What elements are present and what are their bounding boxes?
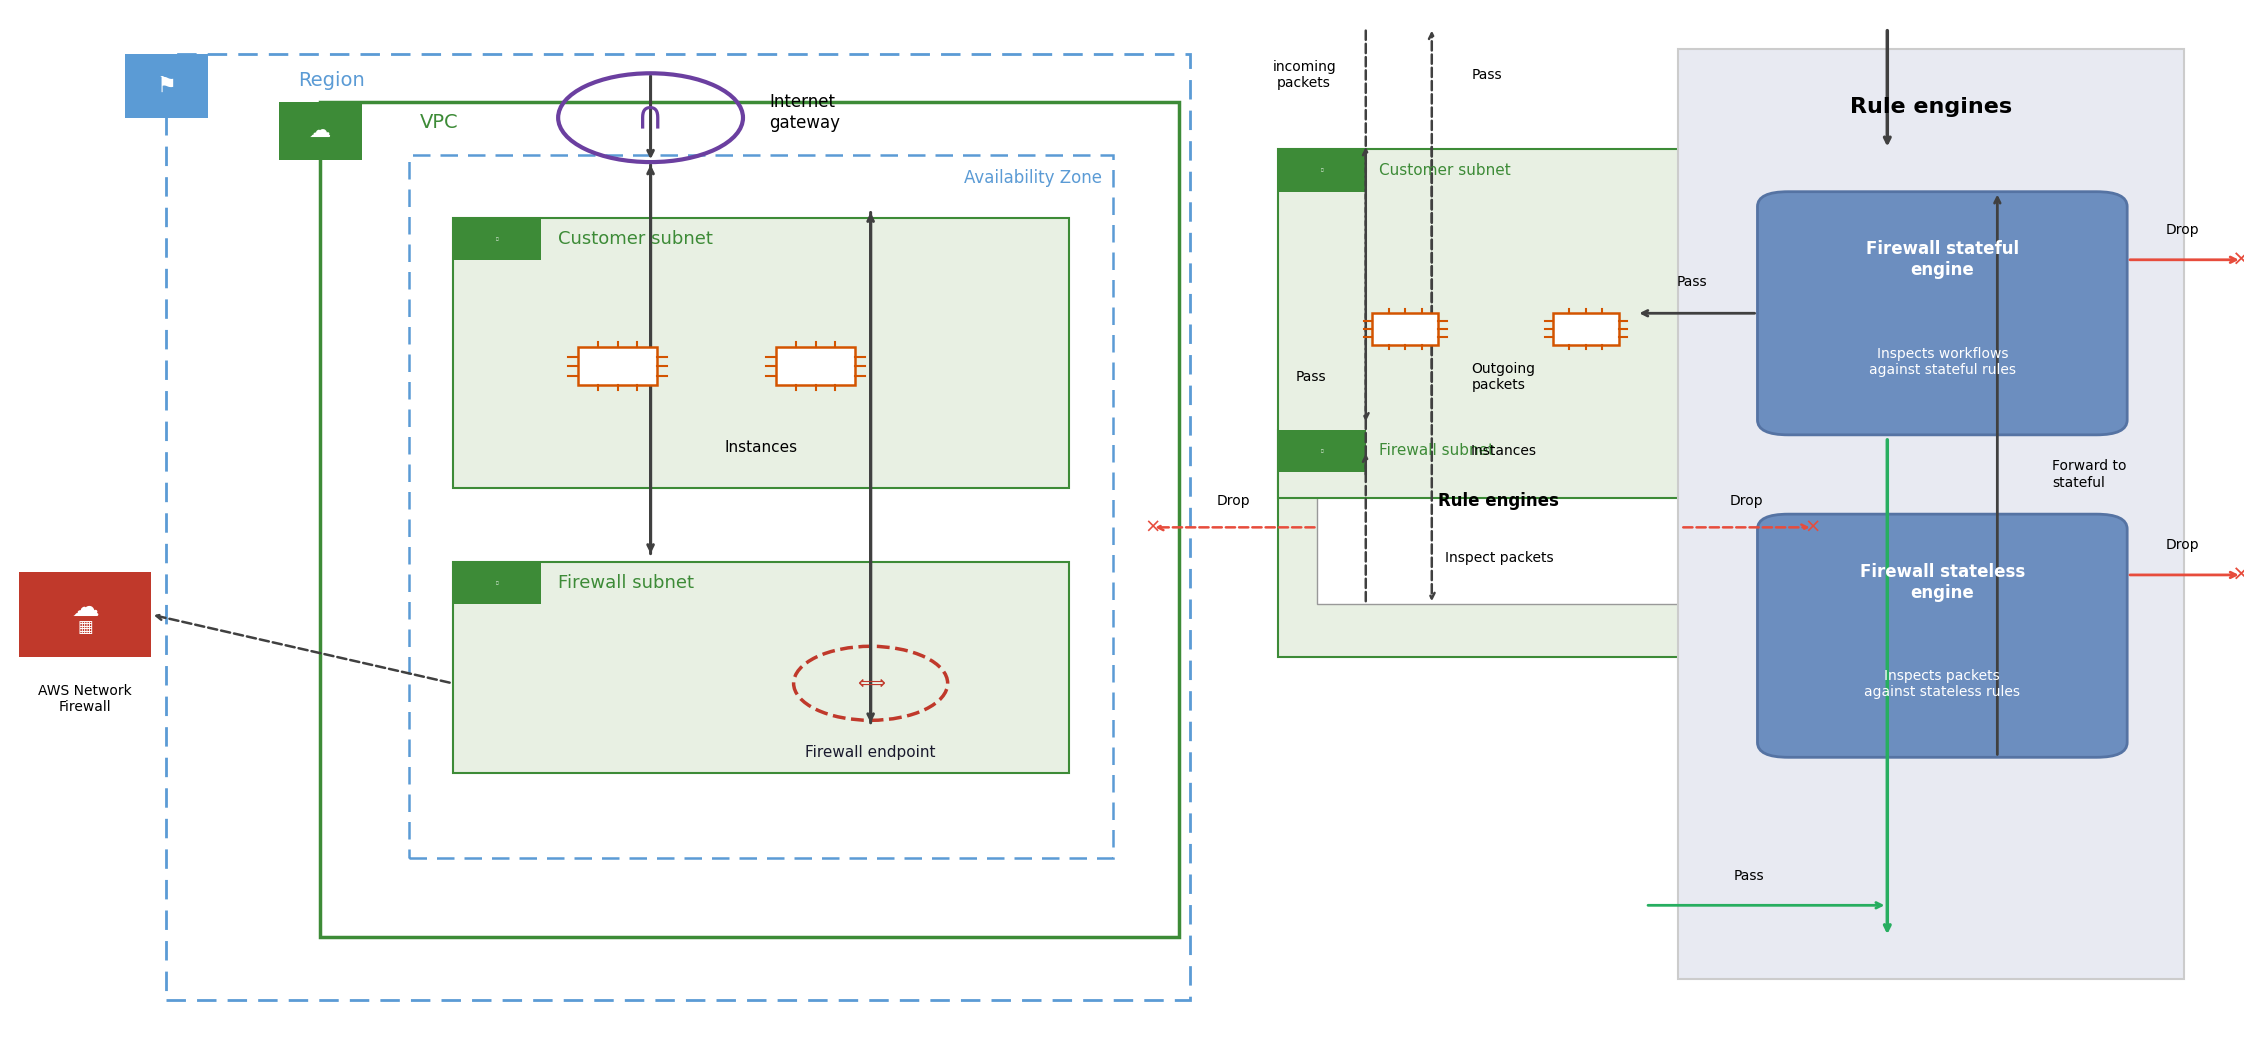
FancyBboxPatch shape <box>18 572 150 657</box>
Text: Region: Region <box>298 71 366 90</box>
Text: Drop: Drop <box>2165 538 2199 552</box>
FancyBboxPatch shape <box>1317 450 1681 604</box>
Text: Pass: Pass <box>1676 275 1708 288</box>
Text: Instances: Instances <box>1470 444 1537 458</box>
FancyBboxPatch shape <box>776 347 855 385</box>
Text: Inspect packets: Inspect packets <box>1445 551 1553 565</box>
FancyBboxPatch shape <box>1757 192 2127 435</box>
FancyBboxPatch shape <box>278 102 361 160</box>
Text: Pass: Pass <box>1295 370 1326 384</box>
Text: Drop: Drop <box>2165 224 2199 237</box>
Text: Drop: Drop <box>1216 494 1250 508</box>
FancyBboxPatch shape <box>579 347 657 385</box>
Text: Instances: Instances <box>725 440 797 455</box>
Text: ☁: ☁ <box>310 121 332 141</box>
FancyBboxPatch shape <box>453 218 1068 488</box>
Text: ×: × <box>1804 518 1820 536</box>
Text: AWS Network
Firewall: AWS Network Firewall <box>38 684 132 714</box>
Text: Firewall subnet: Firewall subnet <box>559 573 693 591</box>
Text: Customer subnet: Customer subnet <box>559 230 714 248</box>
Text: 🔒: 🔒 <box>496 237 498 242</box>
Text: Drop: Drop <box>1730 494 1764 508</box>
Text: ×: × <box>2233 250 2244 270</box>
Text: Forward to
stateful: Forward to stateful <box>2053 459 2127 490</box>
Text: Firewall endpoint: Firewall endpoint <box>806 744 936 760</box>
Text: Availability Zone: Availability Zone <box>963 169 1102 187</box>
FancyBboxPatch shape <box>1277 429 1728 657</box>
Text: 🔒: 🔒 <box>1319 448 1324 453</box>
Text: ×: × <box>2233 565 2244 585</box>
Text: Outgoing
packets: Outgoing packets <box>1472 361 1535 392</box>
FancyBboxPatch shape <box>1679 49 2183 979</box>
FancyBboxPatch shape <box>126 54 209 118</box>
Text: ⟺: ⟺ <box>857 674 884 693</box>
FancyBboxPatch shape <box>1757 514 2127 757</box>
Text: ▦: ▦ <box>76 618 92 636</box>
Text: Rule engines: Rule engines <box>1851 98 2013 117</box>
FancyBboxPatch shape <box>1553 314 1618 344</box>
FancyBboxPatch shape <box>453 562 541 604</box>
Text: ☁: ☁ <box>72 594 99 622</box>
Text: 🔒: 🔒 <box>496 581 498 585</box>
Text: ∩: ∩ <box>637 99 664 137</box>
Text: ⚑: ⚑ <box>157 76 177 96</box>
FancyBboxPatch shape <box>1277 149 1728 498</box>
FancyBboxPatch shape <box>1373 314 1438 344</box>
Text: incoming
packets: incoming packets <box>1272 60 1335 90</box>
Text: Customer subnet: Customer subnet <box>1380 163 1510 178</box>
Text: Firewall stateless
engine: Firewall stateless engine <box>1860 563 2024 602</box>
Text: Pass: Pass <box>1732 869 1764 883</box>
Text: Rule engines: Rule engines <box>1438 492 1560 510</box>
Text: VPC: VPC <box>420 113 458 132</box>
Text: Inspects workflows
against stateful rules: Inspects workflows against stateful rule… <box>1869 347 2015 377</box>
Text: Inspects packets
against stateless rules: Inspects packets against stateless rules <box>1865 669 2020 700</box>
Text: 🔒: 🔒 <box>1319 169 1324 173</box>
FancyBboxPatch shape <box>1277 429 1367 472</box>
FancyBboxPatch shape <box>1277 149 1367 192</box>
Text: Pass: Pass <box>1472 69 1501 83</box>
FancyBboxPatch shape <box>453 562 1068 773</box>
Text: Firewall subnet: Firewall subnet <box>1380 443 1495 458</box>
Text: ×: × <box>1144 518 1160 536</box>
Text: Internet
gateway: Internet gateway <box>770 93 842 131</box>
FancyBboxPatch shape <box>453 218 541 261</box>
Text: Firewall stateful
engine: Firewall stateful engine <box>1865 241 2020 279</box>
